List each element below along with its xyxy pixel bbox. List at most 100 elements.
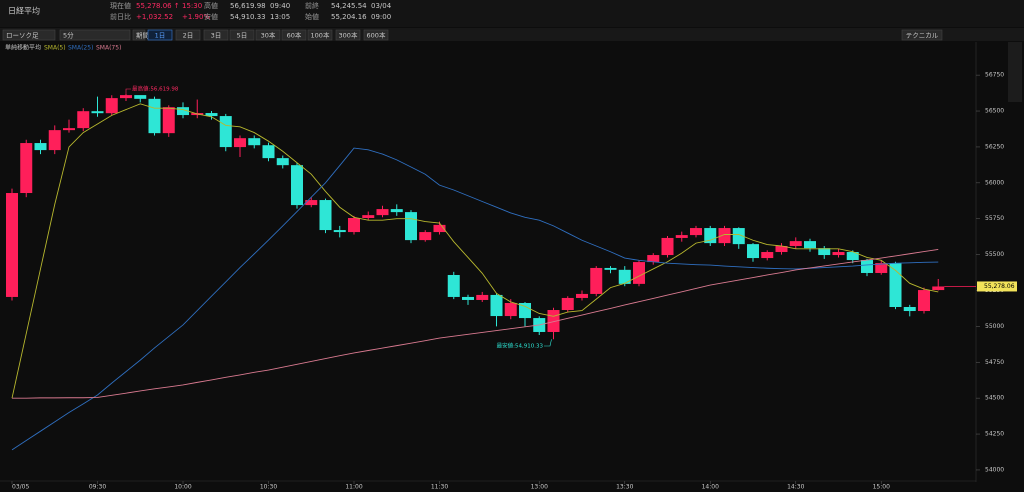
candle-body bbox=[861, 260, 873, 273]
dropdown[interactable] bbox=[59, 29, 131, 41]
x-tick-label: 11:30 bbox=[431, 484, 448, 491]
candle-body bbox=[604, 267, 617, 270]
candle-body bbox=[262, 145, 275, 159]
candle-body bbox=[333, 230, 346, 233]
header-label: 前日比 bbox=[110, 12, 131, 21]
dropdown-label[interactable]: ローソク足 bbox=[6, 32, 39, 40]
indicator-title: 単純移動平均 bbox=[5, 44, 41, 52]
header-label: 高値 bbox=[204, 1, 218, 10]
price-tag-bg bbox=[977, 281, 1017, 292]
range-button-label[interactable]: 60本 bbox=[287, 31, 302, 40]
candle-body bbox=[661, 237, 674, 256]
side-icons[interactable] bbox=[1008, 42, 1022, 102]
candle-body bbox=[291, 165, 303, 206]
candle-body bbox=[248, 138, 261, 146]
candle-body bbox=[789, 241, 802, 246]
range-button[interactable] bbox=[335, 29, 361, 41]
header-extra: +1.90% bbox=[182, 13, 210, 21]
x-tick-label: 10:30 bbox=[260, 484, 277, 491]
candle-body bbox=[462, 296, 474, 300]
candle-body bbox=[818, 248, 831, 256]
range-button[interactable] bbox=[255, 29, 281, 41]
candle-body bbox=[918, 290, 930, 312]
x-tick-label: 15:00 bbox=[873, 484, 890, 491]
header-label: 前終 bbox=[305, 1, 319, 10]
candle-body bbox=[177, 107, 189, 116]
candle-body bbox=[120, 95, 132, 99]
header-bar bbox=[0, 0, 1024, 27]
sma-line bbox=[11, 147, 939, 451]
candle-body bbox=[903, 307, 916, 312]
candle-body bbox=[633, 262, 645, 284]
range-button-label[interactable]: 2日 bbox=[183, 32, 194, 40]
dropdown[interactable] bbox=[2, 29, 56, 41]
candle-body bbox=[20, 143, 33, 194]
y-tick-label: 56750 bbox=[985, 72, 1004, 79]
header-label: 現在値 bbox=[110, 1, 131, 10]
header-extra: 09:40 bbox=[270, 2, 290, 10]
header-extra: 09:00 bbox=[371, 13, 391, 21]
candle-body bbox=[305, 200, 318, 206]
range-button-label[interactable]: 3日 bbox=[211, 32, 222, 40]
y-tick-label: 54500 bbox=[985, 395, 1004, 402]
y-tick-label: 56250 bbox=[985, 143, 1004, 150]
candle-body bbox=[590, 267, 603, 294]
header-extra: 03/04 bbox=[371, 2, 392, 10]
legend-entry: SMA(75) bbox=[96, 45, 121, 52]
range-button[interactable] bbox=[363, 29, 389, 41]
range-button[interactable] bbox=[175, 29, 201, 41]
y-tick-label: 54000 bbox=[985, 466, 1004, 473]
candle-body bbox=[419, 232, 432, 241]
candle-body bbox=[362, 215, 375, 218]
candle-body bbox=[718, 228, 731, 244]
range-button[interactable] bbox=[203, 29, 229, 41]
candle-body bbox=[732, 228, 745, 245]
candle-body bbox=[405, 212, 417, 241]
candle-body bbox=[519, 302, 531, 319]
range-button-label[interactable]: 5日 bbox=[237, 32, 248, 40]
sma-line bbox=[11, 103, 939, 399]
range-button[interactable] bbox=[147, 29, 173, 41]
range-button-label[interactable]: 1日 bbox=[155, 32, 166, 40]
candle-body bbox=[675, 235, 688, 238]
candle-body bbox=[761, 252, 774, 259]
candle-body bbox=[804, 241, 816, 249]
candle-body bbox=[234, 138, 246, 148]
y-tick-label: 56000 bbox=[985, 179, 1004, 186]
candle-body bbox=[875, 263, 888, 273]
technical-button[interactable] bbox=[901, 29, 943, 41]
y-tick-label: 55500 bbox=[985, 251, 1004, 258]
candle-body bbox=[348, 217, 360, 233]
price-tag: 55,278.06 bbox=[984, 283, 1015, 290]
dropdown-label[interactable]: 5分 bbox=[63, 31, 74, 40]
candle-body bbox=[34, 143, 47, 151]
range-button[interactable] bbox=[281, 29, 307, 41]
range-button[interactable] bbox=[229, 29, 255, 41]
range-button[interactable] bbox=[307, 29, 333, 41]
range-button-label[interactable]: 300本 bbox=[339, 31, 358, 40]
range-button-label[interactable]: 100本 bbox=[311, 31, 330, 40]
candle-body bbox=[932, 286, 945, 291]
header-label: 始値 bbox=[305, 12, 319, 21]
x-tick-label: 03/05 bbox=[12, 484, 29, 491]
candle-body bbox=[561, 297, 574, 311]
x-tick-label: 09:30 bbox=[89, 484, 106, 491]
annotation-leader bbox=[544, 339, 552, 347]
candle-body bbox=[618, 269, 631, 284]
technical-label[interactable]: テクニカル bbox=[906, 32, 939, 40]
legend-entry: SMA(25) bbox=[68, 45, 93, 52]
candle-body bbox=[832, 252, 845, 256]
range-button-label[interactable]: 30本 bbox=[261, 31, 276, 40]
candle-body bbox=[134, 95, 147, 99]
candle-body bbox=[647, 255, 660, 263]
range-button-label[interactable]: 600本 bbox=[367, 31, 386, 40]
candle-body bbox=[63, 128, 75, 131]
dropdown[interactable] bbox=[132, 29, 146, 41]
candle-body bbox=[376, 209, 389, 216]
candle-body bbox=[846, 252, 859, 261]
header-value: 54,245.54 bbox=[331, 2, 367, 10]
x-tick-label: 14:00 bbox=[702, 484, 719, 491]
header-value: +1,032.52 bbox=[136, 13, 173, 21]
